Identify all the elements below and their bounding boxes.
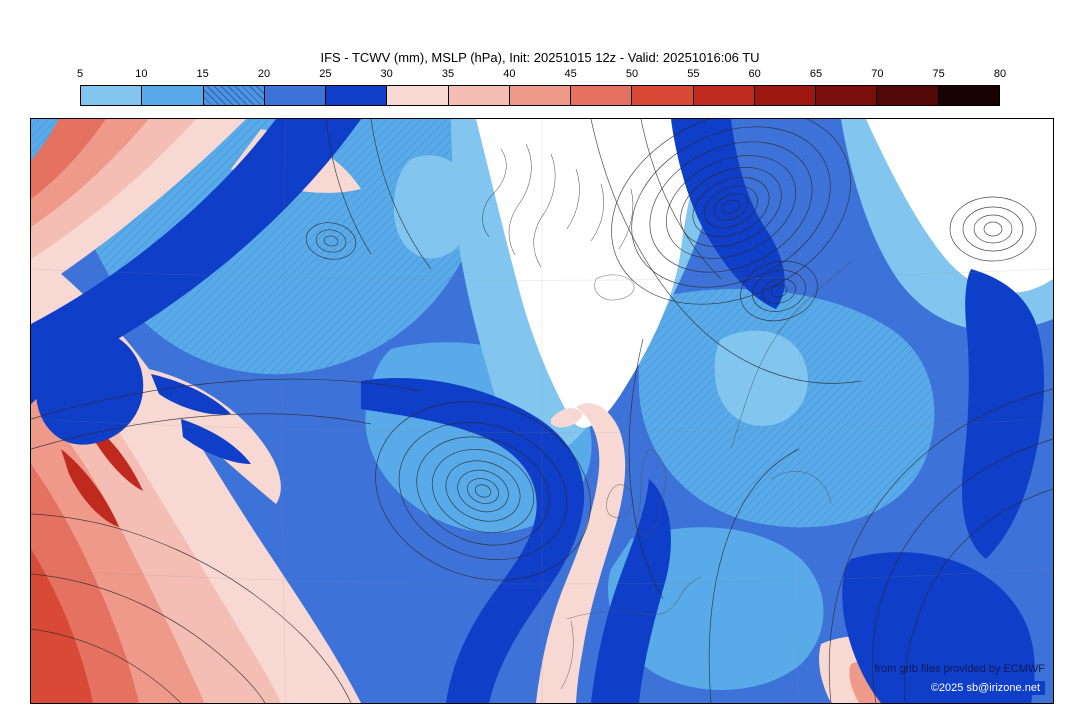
colorbar-segment bbox=[142, 86, 204, 105]
colorbar-segment bbox=[693, 86, 755, 105]
graticule bbox=[31, 119, 1053, 703]
colorbar-segment bbox=[754, 86, 817, 105]
attribution-copyright: ©2025 sb@irizone.net bbox=[925, 681, 1045, 695]
colorbar-tick-label: 10 bbox=[135, 68, 148, 80]
colorbar-tick-label: 65 bbox=[809, 68, 823, 80]
colorbar-segments bbox=[80, 85, 1000, 106]
colorbar-segment bbox=[448, 86, 510, 105]
colorbar-tick-label: 75 bbox=[932, 68, 945, 80]
colorbar-tick-label: 35 bbox=[441, 68, 455, 80]
colorbar-segment bbox=[632, 86, 694, 105]
colorbar-tick-label: 25 bbox=[319, 68, 332, 80]
colorbar-segment bbox=[816, 86, 878, 105]
arctic-dry-region bbox=[866, 119, 1053, 293]
page-title: IFS - TCWV (mm), MSLP (hPa), Init: 20251… bbox=[320, 50, 760, 65]
attribution-source: from grib files provided by ECMWF bbox=[874, 663, 1045, 675]
warm-conveyor-band bbox=[536, 403, 626, 703]
frontal-dark-blue-bands bbox=[31, 119, 1045, 703]
weather-map bbox=[31, 119, 1053, 703]
colorbar-segment bbox=[877, 86, 939, 105]
colorbar-ticks: 5 10 15 20 25 30 35 40 45 50 55 60 65 70 75 80 bbox=[76, 68, 1006, 82]
colorbar-tick-label: 15 bbox=[196, 68, 209, 80]
colorbar-tick-label: 5 bbox=[76, 68, 84, 80]
colorbar-segment bbox=[387, 86, 449, 105]
coastlines bbox=[560, 260, 852, 690]
colorbar-tick-label: 55 bbox=[687, 68, 700, 80]
colorbar-tick-label: 40 bbox=[503, 68, 516, 80]
greenland-icecap bbox=[476, 119, 706, 428]
colorbar-tick-label: 70 bbox=[871, 68, 884, 80]
colorbar-segment bbox=[264, 86, 327, 105]
colorbar-tick-label: 80 bbox=[993, 68, 1007, 80]
colorbar-segment bbox=[203, 86, 265, 105]
dry-white-regions bbox=[476, 119, 1053, 428]
colorbar-tick-label: 50 bbox=[625, 68, 639, 80]
colorbar-segment bbox=[81, 86, 143, 105]
colorbar-segment bbox=[326, 86, 388, 105]
colorbar-tick-label: 20 bbox=[257, 68, 271, 80]
comma-front-band bbox=[361, 377, 585, 703]
map-frame: from grib files provided by ECMWF ©2025 … bbox=[30, 118, 1054, 704]
colorbar-segment bbox=[571, 86, 633, 105]
colorbar-segment bbox=[938, 86, 999, 105]
colorbar-tick-label: 30 bbox=[380, 68, 393, 80]
colorbar-segment bbox=[509, 86, 572, 105]
colorbar-tick-label: 45 bbox=[564, 68, 577, 80]
colorbar-tick-label: 60 bbox=[748, 68, 761, 80]
